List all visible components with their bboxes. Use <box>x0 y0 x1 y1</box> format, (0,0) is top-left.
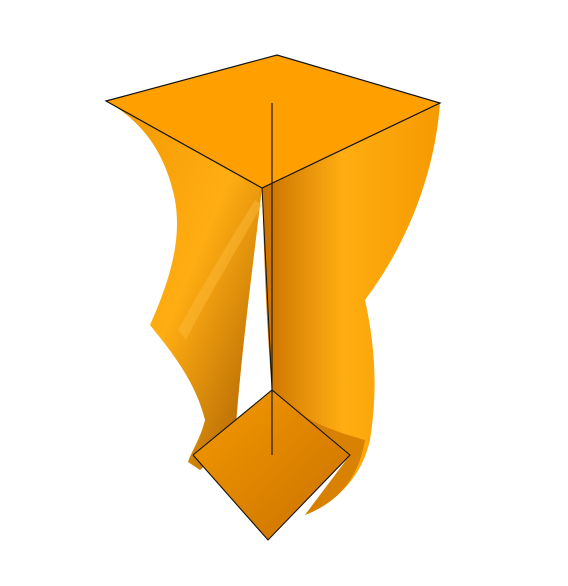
top-face <box>104 54 442 189</box>
left-twisted-face <box>106 101 262 470</box>
front-edge-line <box>261 187 273 391</box>
highlight-band <box>178 200 262 340</box>
front-twisted-face <box>262 103 440 515</box>
bottom-square-outline <box>192 389 351 541</box>
lower-bulge-face <box>272 390 365 515</box>
bottom-face <box>193 390 350 540</box>
